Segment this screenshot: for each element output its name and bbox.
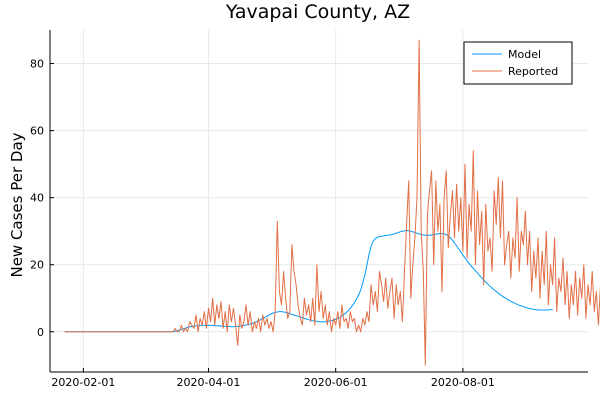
y-tick-label: 80 <box>30 58 44 71</box>
y-tick-label: 40 <box>30 192 44 205</box>
y-tick-label: 0 <box>37 326 44 339</box>
legend-label: Model <box>508 48 541 61</box>
y-tick-label: 20 <box>30 259 44 272</box>
series <box>64 39 600 366</box>
legend-box <box>463 41 573 85</box>
x-tick-label: 2020-06-01 <box>304 376 368 389</box>
series-line-model <box>64 230 553 333</box>
legend-label: Reported <box>508 65 558 78</box>
grid <box>50 30 588 372</box>
x-tick-label: 2020-02-01 <box>51 376 115 389</box>
x-tick-label: 2020-08-01 <box>431 376 495 389</box>
legend: Model Reported <box>463 41 573 85</box>
series-line-reported <box>64 39 600 366</box>
y-axis-label: New Cases Per Day <box>8 132 26 277</box>
axes: 0 20 40 60 80 2020-02-01 2020-04-01 2020-06-01 2… <box>30 30 588 389</box>
y-tick-label: 60 <box>30 125 44 138</box>
chart-title: Yavapai County, AZ <box>225 1 410 23</box>
x-tick-label: 2020-04-01 <box>177 376 241 389</box>
